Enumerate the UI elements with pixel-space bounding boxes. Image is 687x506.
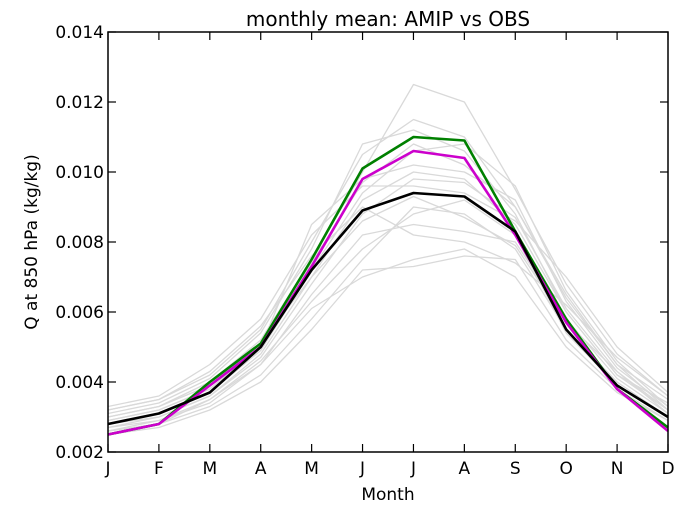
chart-title: monthly mean: AMIP vs OBS [246, 7, 530, 31]
series-line-13 [107, 206, 669, 411]
x-tick-label: M [202, 459, 217, 479]
x-tick-label: J [359, 459, 365, 479]
x-tick-label: J [410, 459, 416, 479]
y-tick-label: 0.010 [55, 163, 104, 183]
series-line-17 [107, 135, 669, 436]
y-tick-label: 0.002 [55, 443, 104, 463]
x-tick-label: O [559, 459, 572, 479]
plot-frame [107, 31, 669, 453]
series-line-18 [107, 149, 669, 436]
x-tick-label: A [255, 459, 267, 479]
series-line-7 [107, 129, 669, 415]
y-tick-label: 0.014 [55, 23, 104, 43]
x-axis-label: Month [361, 485, 414, 505]
y-tick-label: 0.006 [55, 303, 104, 323]
series-line-3 [107, 171, 669, 425]
x-tick-label: D [661, 459, 674, 479]
series-line-16 [107, 248, 669, 432]
series-line-14 [107, 178, 669, 429]
series-line-6 [107, 164, 669, 422]
y-tick-label: 0.008 [55, 233, 104, 253]
series-layer [107, 83, 669, 436]
x-tick-label: A [459, 459, 471, 479]
x-tick-label: S [510, 459, 521, 479]
series-line-9 [107, 185, 669, 408]
x-tick-label: N [611, 459, 624, 479]
series-line-2 [107, 83, 669, 418]
x-tick-label: F [154, 459, 164, 479]
y-axis-label: Q at 850 hPa (kg/kg) [22, 154, 42, 329]
y-tick-label: 0.004 [55, 373, 104, 393]
y-tick-label: 0.012 [55, 93, 104, 113]
x-tick-label: J [104, 459, 110, 479]
x-tick-label: M [304, 459, 319, 479]
series-line-19 [107, 191, 669, 426]
ticks-layer: J F M A M J J A S O N D 0.002 0.004 0.006 0.008 0.010 0.0… [55, 23, 674, 479]
